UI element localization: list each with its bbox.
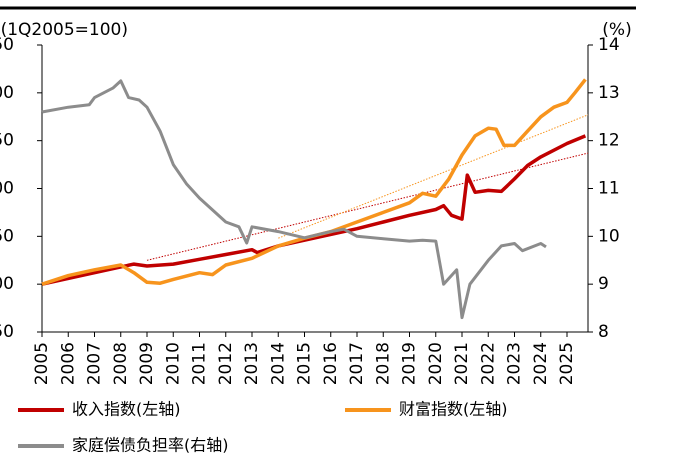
x-tick-label: 2008 <box>111 342 131 385</box>
y2-tick-label: 11 <box>598 179 620 199</box>
x-tick-label: 2017 <box>347 342 367 385</box>
y-tick-label: 200 <box>0 179 14 199</box>
y-tick-label: 50 <box>0 322 14 342</box>
y-tick-label: 150 <box>0 226 14 246</box>
right-unit: (%) <box>602 20 631 40</box>
y2-tick-label: 10 <box>598 226 620 246</box>
x-tick-label: 2007 <box>85 342 105 385</box>
x-tick-label: 2024 <box>531 342 551 385</box>
series-line <box>41 79 547 320</box>
x-tick-label: 2019 <box>400 342 420 385</box>
y-tick-label: 250 <box>0 131 14 151</box>
x-tick-label: 2023 <box>505 342 525 385</box>
left-unit: (1Q2005=100) <box>1 20 128 40</box>
x-tick-label: 2006 <box>58 342 78 385</box>
x-tick-label: 2025 <box>557 342 577 385</box>
legend-label: 家庭偿债负担率(右轴) <box>72 436 229 455</box>
x-tick-label: 2005 <box>32 342 52 385</box>
legend-label: 收入指数(左轴) <box>72 400 181 419</box>
x-tick-label: 2020 <box>426 342 446 385</box>
x-tick-label: 2018 <box>373 342 393 385</box>
y2-tick-label: 9 <box>598 274 609 294</box>
y-tick-label: 300 <box>0 83 14 103</box>
y-tick-label: 350 <box>0 35 14 55</box>
series-line <box>41 134 587 286</box>
x-tick-label: 2012 <box>216 342 236 385</box>
x-tick-label: 2009 <box>137 342 157 385</box>
trend-line <box>278 114 589 239</box>
y2-tick-label: 13 <box>598 83 620 103</box>
trend-line <box>146 152 589 261</box>
legend-label: 财富指数(左轴) <box>399 400 508 419</box>
x-tick-label: 2015 <box>295 342 315 385</box>
x-tick-label: 2010 <box>163 342 183 385</box>
y-tick-label: 100 <box>0 274 14 294</box>
x-tick-label: 2021 <box>452 342 472 385</box>
x-tick-label: 2014 <box>268 342 288 385</box>
x-tick-label: 2011 <box>190 342 210 385</box>
series-line <box>41 78 587 286</box>
x-tick-label: 2016 <box>321 342 341 385</box>
x-tick-label: 2013 <box>242 342 262 385</box>
y2-tick-label: 12 <box>598 131 620 151</box>
y2-tick-label: 14 <box>598 35 620 55</box>
x-tick-label: 2022 <box>478 342 498 385</box>
y2-tick-label: 8 <box>598 322 609 342</box>
